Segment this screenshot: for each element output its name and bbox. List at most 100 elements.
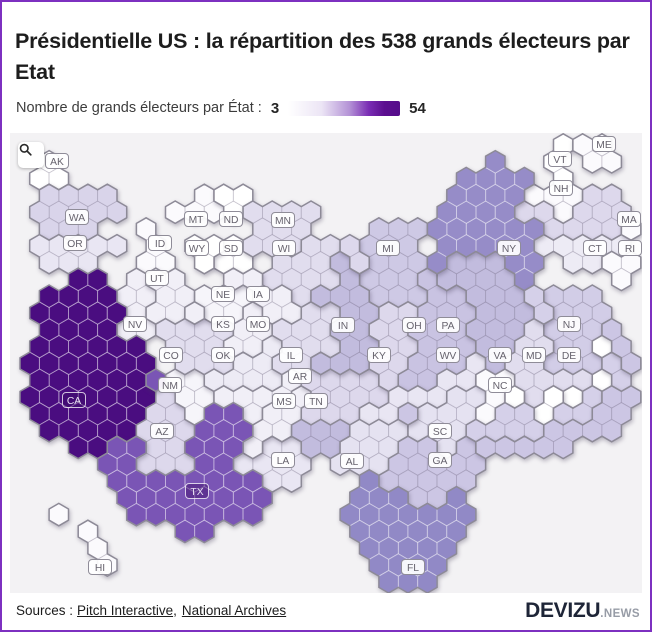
svg-text:RI: RI [625,244,635,255]
state-label-KS: KS [211,316,235,332]
svg-text:GA: GA [433,456,448,467]
svg-text:CA: CA [67,396,81,407]
svg-text:ID: ID [155,239,165,250]
state-label-TX: TX [185,483,209,499]
brand-suffix: .NEWS [600,607,640,620]
svg-text:NV: NV [128,320,142,331]
state-label-OR: OR [63,235,87,251]
svg-text:ME: ME [596,140,612,151]
state-NC[interactable] [475,317,642,460]
sources-line: Sources : Pitch Interactive, National Arch… [16,603,286,618]
state-label-PA: PA [436,317,460,333]
svg-text:SC: SC [433,427,448,438]
state-label-MT: MT [184,211,208,227]
svg-text:NE: NE [216,290,230,301]
state-label-TN: TN [304,393,328,409]
svg-text:WV: WV [440,351,457,362]
state-label-CO: CO [159,347,183,363]
state-label-LA: LA [271,452,295,468]
source-link-pitch-interactive[interactable]: Pitch Interactive [77,603,174,618]
svg-text:OR: OR [67,239,82,250]
svg-text:PA: PA [442,321,455,332]
state-OK[interactable] [203,334,283,393]
svg-text:AR: AR [293,372,307,383]
svg-text:NM: NM [162,381,178,392]
state-label-CT: CT [583,240,607,256]
state-label-OH: OH [402,317,426,333]
svg-text:OH: OH [406,321,421,332]
state-label-IN: IN [331,317,355,333]
svg-text:WY: WY [189,244,206,255]
state-label-ME: ME [592,136,616,152]
svg-text:MN: MN [275,216,291,227]
svg-text:VA: VA [494,351,507,362]
page-title: Présidentielle US : la répartition des 5… [15,29,630,85]
state-label-IL: IL [279,347,303,363]
svg-text:MD: MD [526,351,542,362]
source-link-national-archives[interactable]: National Archives [181,603,287,618]
state-label-NJ: NJ [557,316,581,332]
state-CA[interactable] [19,267,157,460]
state-label-VT: VT [548,151,572,167]
svg-text:MA: MA [621,215,637,226]
state-label-HI: HI [88,559,112,575]
svg-text:UT: UT [150,274,164,285]
svg-text:MT: MT [189,215,205,226]
state-label-KY: KY [367,347,391,363]
svg-text:FL: FL [407,563,419,574]
brand-name: DEVIZU [525,598,601,622]
svg-text:WA: WA [69,213,85,224]
state-MD[interactable] [504,317,594,409]
svg-text:DE: DE [562,351,576,362]
state-label-SC: SC [428,423,452,439]
state-label-AZ: AZ [150,423,174,439]
state-label-MN: MN [271,212,295,228]
footer: Sources : Pitch Interactive, National Arch… [2,593,650,628]
sources-separator: , [173,603,177,618]
state-label-ID: ID [148,235,172,251]
svg-text:TN: TN [309,397,323,408]
state-label-WY: WY [185,240,209,256]
state-label-IA: IA [246,286,270,302]
state-MI[interactable] [358,217,429,309]
svg-text:AL: AL [346,457,359,468]
state-label-NC: NC [488,377,512,393]
state-TX[interactable] [96,368,273,544]
svg-text:VT: VT [553,155,567,166]
state-KY[interactable] [358,351,487,426]
state-label-MD: MD [522,347,546,363]
legend-max-value: 54 [409,99,426,117]
svg-text:ND: ND [224,215,239,226]
legend-gradient-bar [288,100,401,116]
state-label-VA: VA [488,347,512,363]
state-FL[interactable] [339,469,477,593]
svg-text:SD: SD [224,244,238,255]
state-MO[interactable] [271,301,341,376]
state-label-WI: WI [272,240,296,256]
legend-min-value: 3 [270,99,280,117]
state-label-MI: MI [376,240,400,256]
state-label-RI: RI [618,240,642,256]
svg-text:KS: KS [216,320,230,331]
state-label-MO: MO [246,316,270,332]
svg-text:TX: TX [190,487,203,498]
electoral-hexmap-svg[interactable]: AK HI VT NH ME MA CT RI MT ND SD WY MN WI WA OR ID NV UT CA… [10,133,642,593]
legend-label: Nombre de grands électeurs par État : [16,100,262,116]
svg-text:AK: AK [50,157,64,168]
svg-text:CO: CO [163,351,178,362]
state-label-FL: FL [401,559,425,575]
state-label-ND: ND [219,211,243,227]
state-label-GA: GA [428,452,452,468]
state-label-MA: MA [617,211,641,227]
state-label-UT: UT [145,270,169,286]
state-label-AK: AK [45,153,69,169]
state-label-AR: AR [288,368,312,384]
svg-text:LA: LA [277,456,290,467]
state-NY[interactable] [426,149,545,292]
state-label-MS: MS [272,393,296,409]
state-label-NH: NH [549,180,573,196]
map-zoom-button[interactable] [18,142,44,168]
state-WI[interactable] [261,233,341,309]
state-label-WV: WV [436,347,460,363]
